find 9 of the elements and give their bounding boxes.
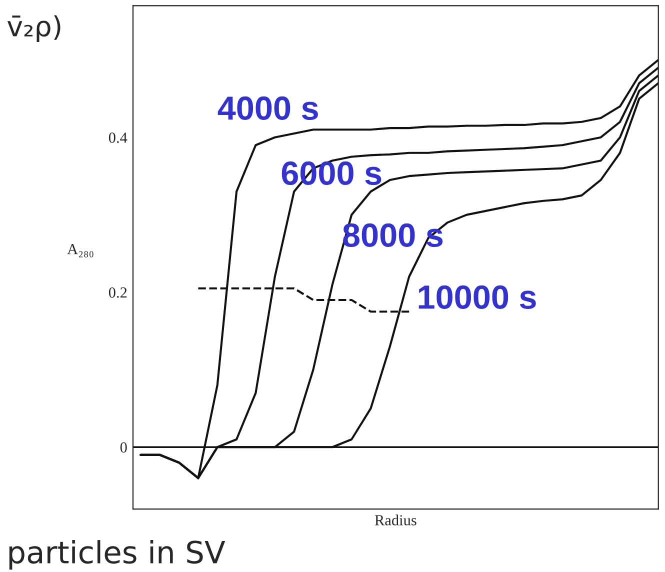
series-label: 10000 s [418, 285, 536, 309]
x-axis-title: Radius [374, 514, 416, 526]
text: v̄₂ρ) [7, 15, 60, 42]
y-tick-label: 0 [120, 442, 127, 453]
y-tick-label: 0.4 [108, 132, 128, 143]
text: particles in SV [9, 540, 226, 570]
series-label: 4000 s [218, 96, 318, 120]
y-tick-label: 0.2 [108, 287, 127, 298]
y-axis-title: A₂₈₀ [67, 244, 94, 258]
